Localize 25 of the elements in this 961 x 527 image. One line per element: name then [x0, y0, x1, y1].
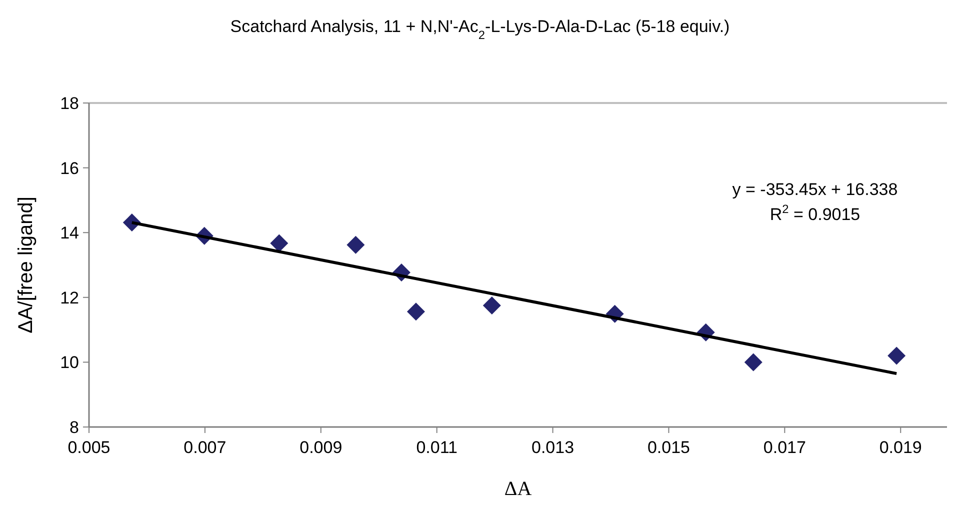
point — [270, 234, 288, 252]
x-tick-label: 0.019 — [879, 438, 922, 457]
y-tick-label: 16 — [60, 158, 79, 178]
point — [346, 236, 365, 254]
x-tick-label: 0.015 — [647, 438, 690, 457]
x-axis-title: ΔA — [504, 478, 532, 500]
y-axis-title: ΔA/[free ligand] — [15, 196, 37, 334]
x-tick-label: 0.007 — [184, 438, 226, 457]
y-tick-label: 14 — [60, 224, 79, 243]
annotation: y = -353.45x + 16.338 — [732, 180, 898, 199]
point — [482, 296, 501, 314]
x-tick-label: 0.009 — [300, 438, 342, 457]
chart-title: Scatchard Analysis, 11 + N,N'-Ac$_{2}$-L-Lys-D-Ala-D-Lac (5-18 equiv.) — [230, 17, 730, 42]
x-tick-label: 0.005 — [68, 438, 110, 457]
y-tick-label: 10 — [60, 353, 79, 372]
point — [744, 353, 762, 372]
y-tick-label: 18 — [60, 94, 79, 113]
point — [406, 302, 425, 321]
annotation: R$^{2}$ = 0.9015 — [770, 202, 860, 224]
x-tick-label: 0.017 — [763, 438, 806, 457]
y-tick-label: 12 — [60, 288, 79, 308]
point — [888, 346, 906, 365]
x-tick-label: 0.011 — [416, 438, 458, 457]
y-tick-label: 8 — [70, 418, 79, 437]
x-tick-label: 0.013 — [532, 438, 574, 457]
